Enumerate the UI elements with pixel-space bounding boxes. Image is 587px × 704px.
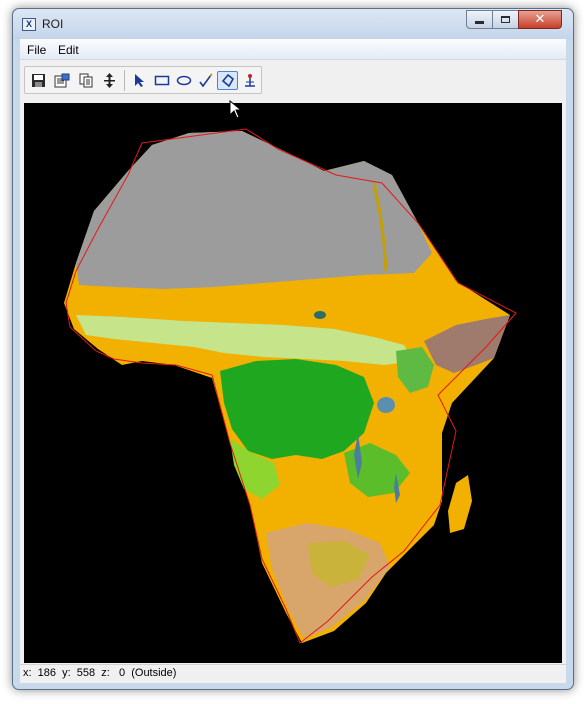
ellipse-icon (176, 75, 191, 86)
close-button[interactable]: ✕ (518, 10, 562, 29)
forest-region (220, 359, 374, 459)
move-button[interactable] (99, 71, 120, 90)
highland-region (424, 315, 510, 373)
toolbar-area (20, 60, 566, 102)
window-title: ROI (42, 17, 64, 31)
madagascar (448, 475, 472, 533)
toolbar (24, 66, 262, 94)
app-icon: X (22, 18, 36, 31)
maximize-icon (501, 16, 510, 23)
title-bar[interactable]: X ROI ✕ (13, 9, 573, 39)
minimize-icon (475, 21, 484, 24)
properties-button[interactable] (51, 71, 72, 90)
lake-malawi (394, 473, 400, 503)
point-icon (244, 74, 255, 87)
freehand-button[interactable] (195, 71, 216, 90)
image-canvas[interactable] (24, 103, 562, 663)
rectangle-button[interactable] (151, 71, 172, 90)
minimize-button[interactable] (466, 10, 493, 29)
pointer-button[interactable] (129, 71, 150, 90)
save-icon (32, 74, 45, 87)
menu-file[interactable]: File (27, 43, 47, 57)
ethiopia-green (396, 347, 434, 393)
status-text: x: 186 y: 558 z: 0 (Outside) (23, 667, 177, 679)
arrow-pointer-icon (134, 74, 144, 87)
menu-bar: File Edit (20, 39, 566, 60)
status-bar: x: 186 y: 558 z: 0 (Outside) (20, 664, 566, 683)
move-icon (104, 73, 115, 88)
nile-strip (372, 182, 388, 272)
savanna-patch-west (230, 439, 280, 499)
roi-window: X ROI ✕ File Edit (12, 8, 574, 690)
polygon-icon (221, 73, 234, 88)
roi-polygon (65, 128, 517, 644)
toolbar-separator (124, 70, 125, 91)
land-cover-map (24, 103, 562, 663)
ellipse-button[interactable] (173, 71, 194, 90)
menu-edit[interactable]: Edit (58, 43, 79, 57)
polygon-button[interactable] (217, 71, 238, 90)
properties-icon (54, 73, 69, 88)
southern-savanna (308, 541, 370, 587)
maximize-button[interactable] (492, 10, 519, 29)
point-button[interactable] (239, 71, 260, 90)
freehand-icon (198, 73, 213, 88)
rectangle-icon (154, 75, 169, 86)
sahel-band (76, 315, 414, 365)
lake-tanganyika (354, 433, 362, 479)
lake-chad (314, 311, 326, 319)
copy-icon (79, 73, 93, 88)
client-area: File Edit (20, 39, 566, 683)
desert-region (76, 131, 432, 289)
mouse-cursor-icon (229, 100, 243, 119)
lake-victoria (377, 397, 395, 413)
close-icon: ✕ (534, 12, 546, 27)
copy-button[interactable] (76, 71, 97, 90)
save-button[interactable] (28, 71, 49, 90)
